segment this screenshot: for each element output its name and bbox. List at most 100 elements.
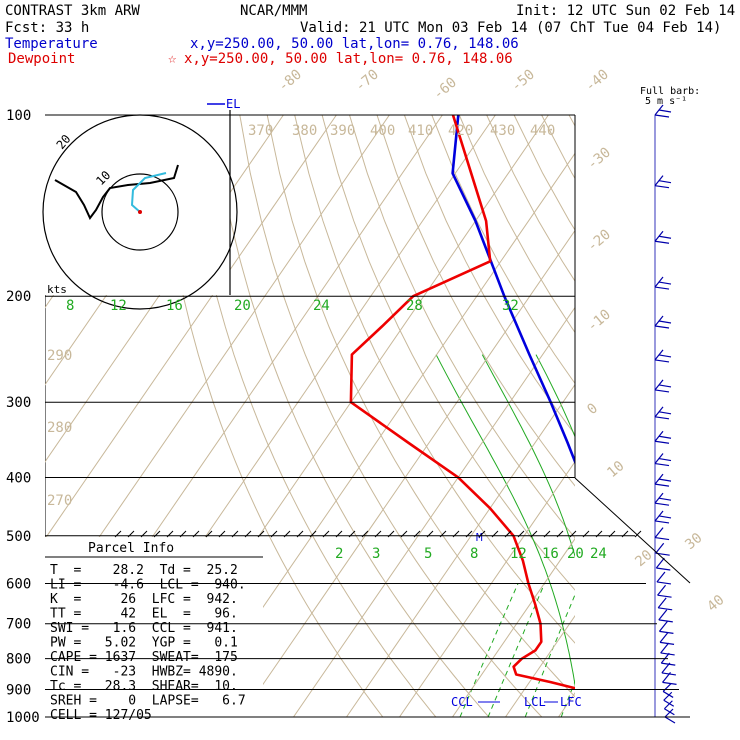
el-label: EL xyxy=(226,97,240,111)
pressure-tick-400: 400 xyxy=(6,470,31,486)
theta-label: 410 xyxy=(408,123,433,139)
dry-adiabat xyxy=(157,115,384,717)
wind-barb xyxy=(654,379,672,393)
moist-adiabat-label: 8 xyxy=(66,298,74,314)
wind-barb xyxy=(658,620,674,634)
isotherm-label: 30 xyxy=(682,530,705,553)
hodograph-units: kts xyxy=(47,283,67,296)
wind-barb xyxy=(654,453,672,467)
pressure-tick-600: 600 xyxy=(6,576,31,592)
isotherm xyxy=(452,537,575,717)
wind-barb xyxy=(664,708,676,724)
isotherm-label: 40 xyxy=(704,592,727,615)
isotherm xyxy=(346,383,575,717)
wind-barb xyxy=(657,597,673,611)
parcel-info-rows: T = 28.2 Td = 25.2LI = -4.6 LCL = 940.K … xyxy=(50,563,246,723)
isotherm xyxy=(45,115,337,540)
moist-adiabat xyxy=(481,354,575,559)
isotherm xyxy=(718,115,740,717)
pressure-tick-100: 100 xyxy=(6,108,31,124)
wind-barb xyxy=(655,557,671,571)
dry-adiabat xyxy=(294,115,575,644)
parcel-info-row: TT = 42 EL = 96. xyxy=(50,607,238,622)
mixing-ratio-line xyxy=(652,583,699,717)
wind-barb xyxy=(654,527,670,541)
pressure-tick-500: 500 xyxy=(6,529,31,545)
mixing-ratio-line xyxy=(594,583,645,717)
theta-label: 370 xyxy=(248,123,273,139)
init-time: Init: 12 UTC Sun 02 Feb 14 xyxy=(516,3,735,19)
theta-label: 440 xyxy=(530,123,555,139)
isotherm-label: -10 xyxy=(584,307,614,336)
parcel-info-row: Tc = 28.3 SHEAR= 10. xyxy=(50,679,238,694)
wind-barb xyxy=(654,473,672,487)
isotherm xyxy=(612,115,740,717)
pressure-tick-300: 300 xyxy=(6,395,31,411)
dry-adiabat xyxy=(376,115,575,487)
isotherm-label: 10 xyxy=(604,458,627,481)
temperature-trace xyxy=(451,115,575,466)
dry-adiabat xyxy=(321,115,575,591)
dewpoint-legend-label: Dewpoint xyxy=(8,51,75,67)
hodograph-trace xyxy=(54,164,179,220)
theta-label: 290 xyxy=(47,348,72,364)
mixing-ratio-line xyxy=(560,679,575,717)
isotherm-label: -50 xyxy=(508,67,538,96)
valid-time: Valid: 21 UTC Mon 03 Feb 14 (07 ChT Tue … xyxy=(300,20,721,36)
mixing-ratio-line xyxy=(637,583,685,717)
org-label: NCAR/MMM xyxy=(240,3,307,19)
dewpoint-trace xyxy=(349,115,575,690)
theta-label: 380 xyxy=(292,123,317,139)
wind-barb xyxy=(654,230,672,244)
isotherm-label: 20 xyxy=(632,547,655,570)
m-label: M xyxy=(476,531,483,544)
dry-adiabat xyxy=(679,115,740,717)
dewpoint-location: x,y=250.00, 50.00 lat,lon= 0.76, 148.06 xyxy=(184,51,513,67)
pressure-tick-1000: 1000 xyxy=(6,710,40,726)
wind-barb xyxy=(660,642,675,656)
dry-adiabat xyxy=(651,115,740,717)
mixing-ratio-label: 20 xyxy=(567,546,584,562)
wind-barb xyxy=(662,683,674,698)
parcel-info-row: CIN = -23 HWBZ= 4890. xyxy=(50,665,238,680)
dry-adiabat xyxy=(541,115,575,180)
isotherm xyxy=(240,229,575,717)
dry-adiabat xyxy=(431,115,575,385)
wind-barb xyxy=(658,609,673,623)
parcel-info-row: K = 26 LFC = 942. xyxy=(50,592,238,607)
parcel-info-row: CAPE = 1637 SWEAT= 175 xyxy=(50,650,238,665)
wind-barb xyxy=(654,315,672,329)
hodograph-low-level-trace xyxy=(130,172,167,213)
theta-label: 270 xyxy=(47,493,72,509)
pressure-tick-800: 800 xyxy=(6,652,31,668)
dry-adiabats xyxy=(157,115,740,717)
dry-adiabat xyxy=(596,115,740,717)
pressure-tick-700: 700 xyxy=(6,617,31,633)
dry-adiabat xyxy=(184,115,437,717)
dry-adiabat xyxy=(624,115,740,717)
dry-adiabat xyxy=(239,115,543,717)
isotherm-label: -70 xyxy=(352,67,382,96)
temperature-location: x,y=250.00, 50.00 lat,lon= 0.76, 148.06 xyxy=(190,36,519,52)
wind-barb xyxy=(654,276,672,290)
dry-adiabat xyxy=(706,115,740,717)
parcel-info-panel: Parcel Info T = 28.2 Td = 25.2LI = -4.6 … xyxy=(45,537,263,727)
moist-adiabat-label: 32 xyxy=(502,298,519,314)
wind-barb xyxy=(654,104,672,118)
isotherm-label: -30 xyxy=(584,145,614,174)
wind-legend-line2: 5 m s⁻¹ xyxy=(645,96,687,107)
isotherm-label: -60 xyxy=(430,75,460,104)
moist-adiabat-label: 24 xyxy=(313,298,330,314)
parcel-info-row: SREH = 0 LAPSE= 6.7 xyxy=(50,694,246,709)
wind-barb xyxy=(654,492,672,506)
isotherm-label: -20 xyxy=(584,227,614,256)
isotherm xyxy=(558,692,575,717)
parcel-info-row: SWI = 1.6 CCL = 941. xyxy=(50,621,238,636)
mixing-ratio-label: 5 xyxy=(424,546,432,562)
isotherm-label: -80 xyxy=(275,67,305,96)
isotherm xyxy=(293,306,575,717)
wind-barb xyxy=(659,632,675,645)
dry-adiabat xyxy=(403,115,575,436)
forecast-hour: Fcst: 33 h xyxy=(5,20,89,36)
